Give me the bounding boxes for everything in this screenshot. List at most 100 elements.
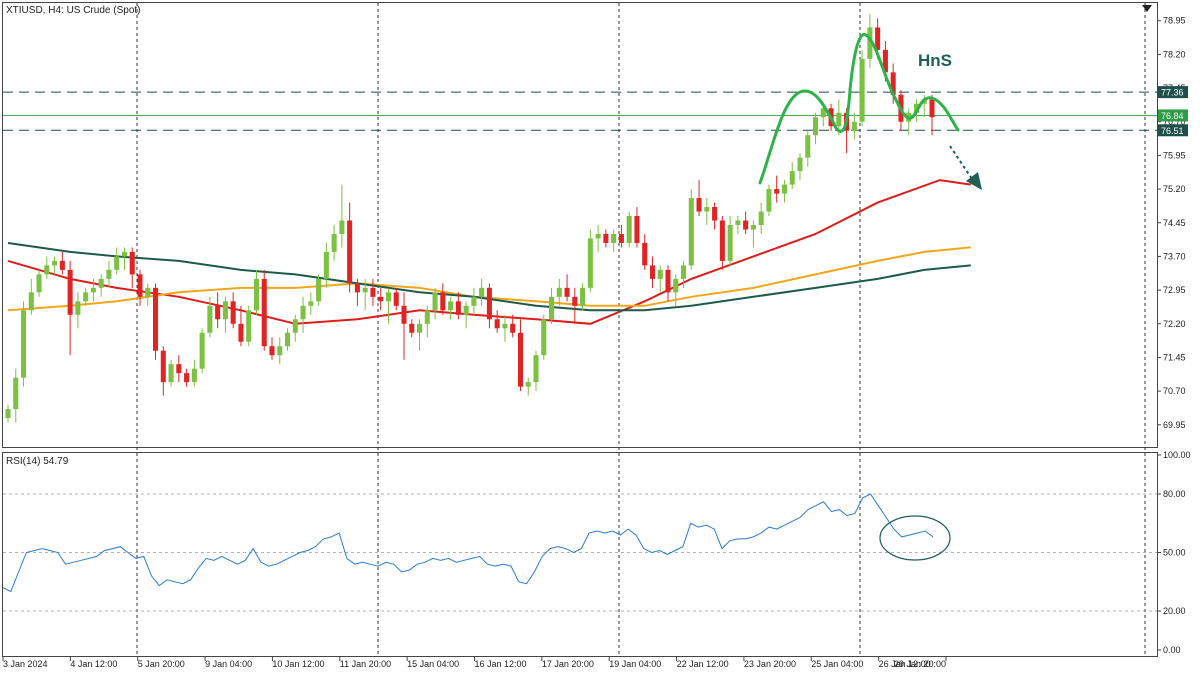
candle-body xyxy=(261,278,267,347)
candle-body xyxy=(246,310,252,342)
candle-body xyxy=(191,368,197,383)
rsi-line xyxy=(2,493,934,593)
candle-body xyxy=(331,233,337,252)
candle-body xyxy=(230,301,236,324)
candle-body xyxy=(370,287,376,297)
candle-body xyxy=(59,260,65,270)
time-tick-label: 17 Jan 20:00 xyxy=(542,659,594,669)
candle-body xyxy=(541,319,547,356)
candle-body xyxy=(681,265,687,279)
price-tick-label: 69.95 xyxy=(1163,420,1186,430)
candle-body xyxy=(285,332,291,347)
candle-body xyxy=(401,305,407,324)
candle-body xyxy=(867,27,873,59)
price-tick-label: 78.20 xyxy=(1163,49,1186,59)
rsi-tick-label: 80.00 xyxy=(1163,489,1186,499)
candle-body xyxy=(712,207,718,221)
candle-body xyxy=(727,225,733,261)
candle-body xyxy=(851,121,857,131)
candle-body xyxy=(269,346,275,356)
candle-body xyxy=(719,220,725,261)
price-tick-label: 78.95 xyxy=(1163,16,1186,26)
candle-body xyxy=(696,198,702,212)
price-tick-label: 72.95 xyxy=(1163,285,1186,295)
candle-body xyxy=(168,364,174,383)
candle-body xyxy=(207,305,213,333)
candle-body xyxy=(440,292,446,311)
time-tick-label: 26 Jan 12:00 xyxy=(879,659,931,669)
candle-body xyxy=(184,373,190,383)
candle-body xyxy=(463,305,469,315)
candle-body xyxy=(665,269,671,293)
price-tick-label: 70.70 xyxy=(1163,386,1186,396)
candle-body xyxy=(137,274,143,297)
candle-body xyxy=(385,292,391,302)
candle-body xyxy=(657,269,663,279)
price-axis: 78.9578.2077.4576.7075.9575.2074.4573.70… xyxy=(1157,16,1186,430)
horizontal-levels xyxy=(3,91,1157,131)
time-tick-label: 23 Jan 20:00 xyxy=(744,659,796,669)
rsi-levels xyxy=(3,493,1157,612)
price-tag-bg xyxy=(1158,109,1188,122)
candle-body xyxy=(836,112,842,127)
candle-body xyxy=(432,292,438,311)
price-tag-bg xyxy=(1158,86,1188,99)
price-tick-label: 71.45 xyxy=(1163,352,1186,362)
candle-body xyxy=(471,296,477,306)
candle-body xyxy=(13,377,19,410)
price-tag-label: 77.36 xyxy=(1161,88,1184,98)
candle-body xyxy=(176,364,182,374)
candle-body xyxy=(253,278,259,311)
candle-body xyxy=(90,287,96,293)
candle-body xyxy=(393,292,399,306)
candle-body xyxy=(890,72,896,95)
time-tick-label: 15 Jan 04:00 xyxy=(407,659,459,669)
price-tick-label: 74.45 xyxy=(1163,218,1186,228)
candle-body xyxy=(316,278,322,302)
candle-body xyxy=(98,278,104,288)
time-tick-label: 10 Jan 12:00 xyxy=(272,659,324,669)
candle-body xyxy=(556,287,562,297)
candle-body xyxy=(36,274,42,293)
price-tag-label: 76.51 xyxy=(1161,126,1184,136)
rsi-axis: 100.00 80.00 50.00 20.00 0.00 xyxy=(1157,450,1191,655)
candle-body xyxy=(5,409,11,419)
candle-body xyxy=(510,323,516,333)
rsi-panel xyxy=(2,452,1158,657)
candle-body xyxy=(308,301,314,306)
candle-body xyxy=(564,287,570,297)
candle-body xyxy=(502,323,508,329)
candle-body xyxy=(347,220,353,284)
hns-annotation: HnS xyxy=(918,51,952,70)
candle-body xyxy=(238,323,244,342)
candle-body xyxy=(766,189,772,212)
candle-body xyxy=(215,305,221,320)
candle-body xyxy=(813,117,819,136)
chart-title: XTIUSD, H4: US Crude (Spot) xyxy=(6,5,140,16)
time-tick-label: 19 Jan 04:00 xyxy=(609,659,661,669)
candle-body xyxy=(572,296,578,306)
candle-body xyxy=(354,283,360,293)
candle-body xyxy=(378,296,384,302)
candle-body xyxy=(618,233,624,243)
candle-body xyxy=(580,287,586,306)
candle-body xyxy=(929,99,935,118)
candle-body xyxy=(52,260,58,266)
candle-body xyxy=(114,256,120,270)
candle-body xyxy=(455,301,461,315)
candle-body xyxy=(603,233,609,243)
candle-body xyxy=(797,157,803,172)
moving-average-line xyxy=(7,246,971,312)
rsi-tick-label: 100.00 xyxy=(1163,450,1191,460)
time-tick-label: 22 Jan 12:00 xyxy=(677,659,729,669)
rsi-tick-label: 20.00 xyxy=(1163,606,1186,616)
time-axis: 3 Jan 2024 4 Jan 12:00 5 Jan 20:00 9 Jan 04… xyxy=(2,657,947,669)
candle-body xyxy=(634,216,640,243)
price-tag-label: 76.84 xyxy=(1161,111,1184,121)
moving-average-line xyxy=(7,242,971,312)
chart-shift-icon[interactable] xyxy=(1142,5,1152,12)
candle-body xyxy=(587,238,593,288)
price-tick-label: 75.20 xyxy=(1163,184,1186,194)
candle-body xyxy=(199,332,205,369)
candle-body xyxy=(409,323,415,333)
